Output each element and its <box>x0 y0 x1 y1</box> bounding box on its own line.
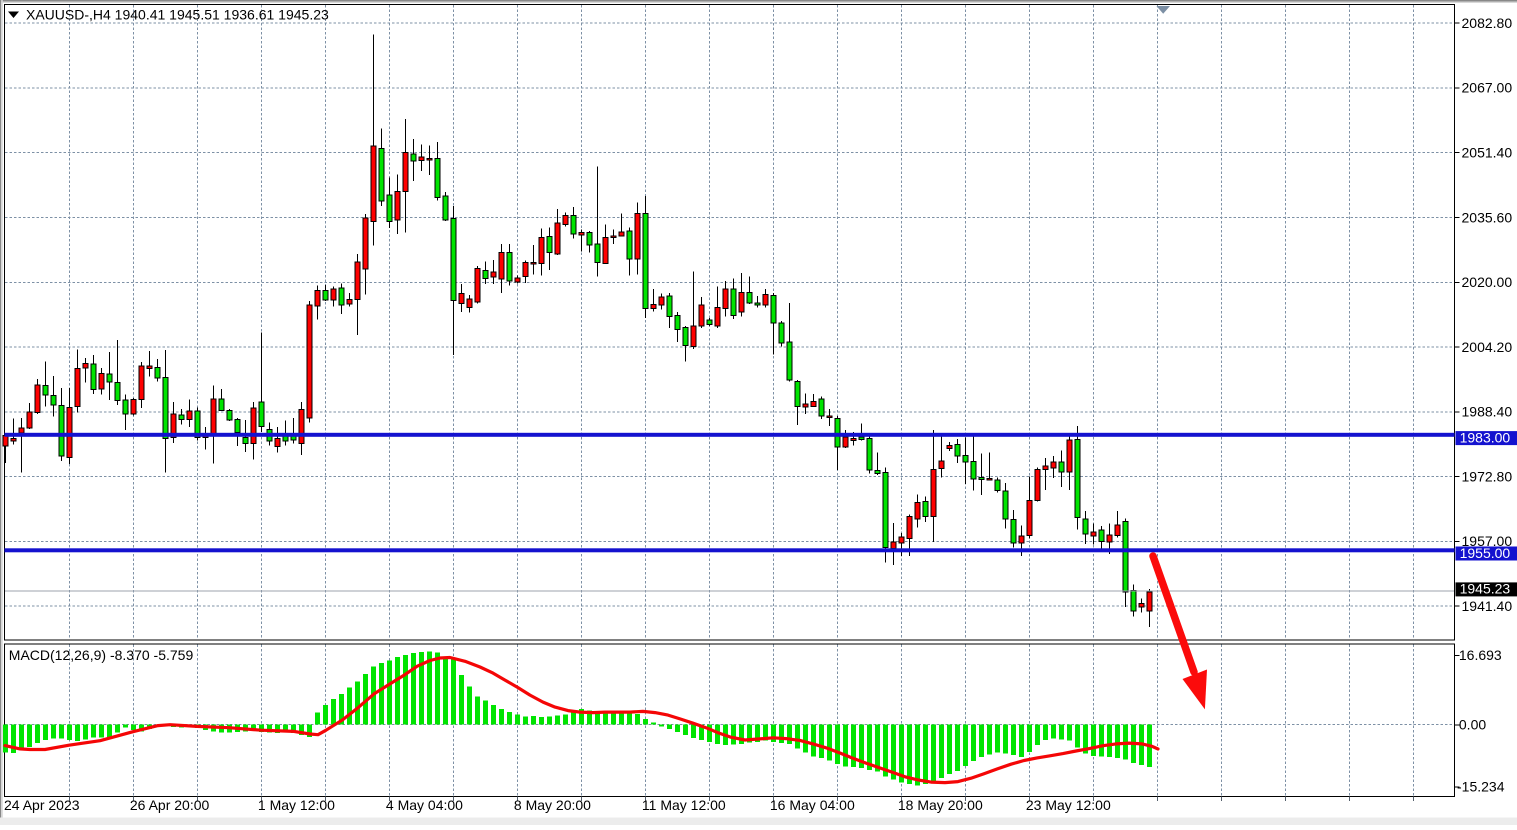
svg-text:XAUUSD-,H4 1940.41 1945.51 19: XAUUSD-,H4 1940.41 1945.51 1936.61 1945.… <box>26 7 329 23</box>
svg-text:16 May 04:00: 16 May 04:00 <box>770 797 855 813</box>
svg-text:1983.00: 1983.00 <box>1460 429 1511 445</box>
svg-text:1941.40: 1941.40 <box>1462 598 1513 614</box>
svg-text:11 May 12:00: 11 May 12:00 <box>642 797 726 813</box>
svg-text:2051.40: 2051.40 <box>1462 145 1513 161</box>
svg-text:26 Apr 20:00: 26 Apr 20:00 <box>130 797 210 813</box>
svg-text:0.00: 0.00 <box>1459 717 1486 733</box>
svg-text:8 May 20:00: 8 May 20:00 <box>514 797 591 813</box>
svg-text:1 May 12:00: 1 May 12:00 <box>258 797 335 813</box>
svg-text:MACD(12,26,9) -8.370 -5.759: MACD(12,26,9) -8.370 -5.759 <box>9 647 194 663</box>
svg-text:2082.80: 2082.80 <box>1462 15 1513 31</box>
svg-text:24 Apr 2023: 24 Apr 2023 <box>4 797 80 813</box>
svg-text:1945.23: 1945.23 <box>1460 581 1511 597</box>
svg-text:2035.60: 2035.60 <box>1462 209 1513 225</box>
svg-text:2020.00: 2020.00 <box>1462 274 1513 290</box>
svg-text:4 May 04:00: 4 May 04:00 <box>386 797 463 813</box>
svg-text:16.693: 16.693 <box>1459 647 1502 663</box>
svg-text:-15.234: -15.234 <box>1457 779 1505 795</box>
svg-text:1955.00: 1955.00 <box>1460 545 1511 561</box>
svg-text:23 May 12:00: 23 May 12:00 <box>1026 797 1111 813</box>
svg-text:2004.20: 2004.20 <box>1462 339 1513 355</box>
svg-text:2067.00: 2067.00 <box>1462 80 1513 96</box>
svg-text:1972.80: 1972.80 <box>1462 468 1513 484</box>
svg-text:1988.40: 1988.40 <box>1462 404 1513 420</box>
svg-text:18 May 20:00: 18 May 20:00 <box>898 797 983 813</box>
